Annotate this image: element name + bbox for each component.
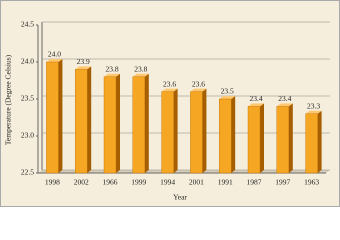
bar-top bbox=[75, 66, 92, 70]
value-label: 23.4 bbox=[278, 94, 291, 103]
x-tick-label: 1966 bbox=[103, 178, 118, 187]
x-tick-label: 1994 bbox=[160, 178, 175, 187]
bar-top bbox=[276, 103, 293, 107]
x-tick-label: 1997 bbox=[275, 178, 290, 187]
bar-side bbox=[58, 59, 63, 173]
y-tick-label: 24.5 bbox=[21, 20, 34, 29]
bar bbox=[103, 76, 117, 174]
bar bbox=[74, 69, 88, 174]
value-label: 23.6 bbox=[163, 79, 176, 88]
y-tick-label: 24.0 bbox=[21, 57, 34, 66]
page: Year Temperature (Degree Celsius) 22.5 23… bbox=[0, 0, 340, 207]
x-tick-label: 2001 bbox=[189, 178, 204, 187]
bar-side bbox=[317, 110, 322, 173]
bar-side bbox=[231, 96, 236, 173]
bar-side bbox=[260, 103, 264, 173]
bar-side bbox=[144, 73, 149, 173]
value-label: 23.9 bbox=[77, 57, 90, 66]
x-axis-title: Year bbox=[173, 193, 187, 202]
x-tick-label: 1999 bbox=[131, 178, 146, 187]
bar-side bbox=[173, 88, 178, 173]
value-label: 23.3 bbox=[307, 102, 320, 111]
bar-top bbox=[161, 88, 178, 92]
value-label: 23.6 bbox=[192, 79, 205, 88]
bar bbox=[46, 61, 59, 174]
bar bbox=[247, 106, 261, 174]
x-tick-label: 2002 bbox=[74, 178, 89, 187]
bar-side bbox=[87, 66, 92, 173]
bar-top bbox=[190, 88, 207, 92]
value-label: 23.8 bbox=[105, 65, 118, 74]
bar bbox=[276, 106, 289, 174]
y-axis-title: Temperature (Degree Celsius) bbox=[4, 54, 13, 145]
bar bbox=[161, 91, 174, 174]
chart: Year Temperature (Degree Celsius) 22.5 23… bbox=[0, 0, 340, 207]
y-tick-label: 22.5 bbox=[21, 168, 34, 177]
value-label: 24.0 bbox=[48, 50, 61, 59]
bar-side bbox=[116, 73, 120, 173]
x-tick-label: 1991 bbox=[218, 178, 233, 187]
value-label: 23.4 bbox=[249, 94, 262, 103]
y-tick-label: 23.5 bbox=[21, 94, 34, 103]
bar-side bbox=[288, 103, 293, 173]
x-tick-label: 1987 bbox=[247, 178, 262, 187]
bar-top bbox=[104, 73, 120, 77]
bar bbox=[132, 76, 146, 174]
bar-top bbox=[132, 73, 149, 77]
bar bbox=[305, 113, 318, 174]
value-label: 23.8 bbox=[134, 65, 147, 74]
bar-top bbox=[305, 110, 322, 114]
bar-top bbox=[248, 103, 264, 107]
bar bbox=[218, 98, 232, 174]
y-tick-label: 23.0 bbox=[21, 131, 34, 140]
bar-side bbox=[202, 88, 207, 173]
bar-top bbox=[46, 59, 63, 62]
bar-top bbox=[219, 96, 236, 99]
value-label: 23.5 bbox=[221, 87, 234, 96]
x-tick-label: 1998 bbox=[45, 178, 60, 187]
bar bbox=[190, 91, 203, 174]
x-tick-label: 1963 bbox=[304, 178, 319, 187]
